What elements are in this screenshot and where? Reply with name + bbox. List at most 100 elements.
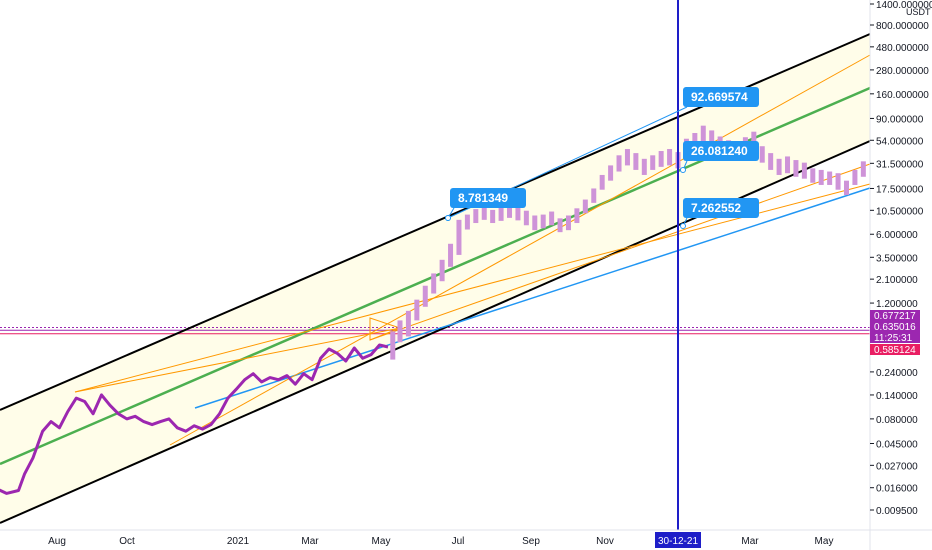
price-tag-box (870, 344, 920, 355)
price-bar (608, 165, 614, 181)
price-bar (540, 214, 546, 229)
price-tick-label: 1400.000000 (876, 0, 932, 11)
price-axis[interactable]: 1400.000000 800.000000 480.000000 280.00000… (869, 0, 932, 550)
price-bar (574, 208, 580, 224)
fan-line-top (74, 327, 401, 393)
price-bar (515, 207, 521, 221)
price-bar (768, 153, 774, 170)
price-bar (810, 168, 816, 183)
callout-anchor (680, 223, 686, 229)
fan-line-mid (369, 163, 871, 341)
time-axis[interactable]: Aug Oct 2021 Mar May Jul Sep Nov Mar May 30-12-21 (0, 529, 932, 548)
price-bar (860, 161, 866, 177)
price-tick-label: 160.000000 (876, 90, 929, 101)
price-bar (793, 160, 799, 177)
price-tick-label: 31.500000 (876, 159, 924, 170)
price-bar (507, 205, 513, 218)
price-tag-box (870, 332, 920, 343)
price-tick-label: 0.080000 (876, 415, 918, 426)
time-tick-label: May (372, 536, 391, 547)
price-bar (700, 125, 706, 144)
time-tick-label: Oct (119, 536, 135, 547)
price-bar (641, 158, 647, 175)
time-tick-label: Aug (48, 536, 66, 547)
price-bar (827, 171, 833, 185)
price-bar (658, 151, 664, 167)
price-bar (776, 158, 782, 175)
price-tick-label: 0.240000 (876, 368, 918, 379)
price-tick-label: 280.000000 (876, 66, 929, 77)
support-line (194, 187, 871, 409)
price-bar (439, 259, 445, 282)
price-tick-label: 6.000000 (876, 230, 918, 241)
price-tick-label: 0.016000 (876, 484, 918, 495)
price-tick-label: 0.140000 (876, 391, 918, 402)
time-tick-label: Nov (596, 536, 614, 547)
price-tick-label: 0.045000 (876, 439, 918, 450)
time-tick-label: Mar (301, 536, 319, 547)
price-bar (390, 331, 396, 360)
callouts-layer: 92.669574 26.081240 8.781349 7.262552 (445, 87, 759, 229)
price-bar (818, 169, 824, 185)
price-tick-label: 90.000000 (876, 114, 924, 125)
price-bar (599, 174, 605, 190)
price-bar (667, 149, 673, 166)
price-tick-label: 54.000000 (876, 136, 924, 147)
time-tick-label: Jul (452, 536, 465, 547)
price-bar (616, 155, 622, 172)
price-tick-label: 480.000000 (876, 43, 929, 54)
price-tag-value: 0.635016 (874, 322, 916, 333)
price-tag-box (870, 321, 920, 332)
price-tick-label: 3.500000 (876, 253, 918, 264)
price-line-layer (0, 343, 389, 495)
price-bar (565, 215, 571, 231)
price-bar (557, 218, 563, 233)
callout-value: 8.781349 (458, 191, 508, 205)
price-tick-label: 17.500000 (876, 184, 924, 195)
callout-anchor (445, 215, 451, 221)
callout-anchor (680, 167, 686, 173)
price-bar (532, 215, 538, 231)
price-bar (448, 243, 454, 267)
price-bar (431, 273, 437, 294)
price-tag-value: 11:25:31 (874, 333, 913, 344)
time-tick-label: Sep (522, 536, 540, 547)
callout-box (683, 198, 759, 218)
price-tag-box (870, 310, 920, 321)
time-tick-label: 2021 (227, 536, 250, 547)
price-tick-label: 0.027000 (876, 461, 918, 472)
callout-value: 92.669574 (691, 90, 748, 104)
price-bar (422, 285, 428, 307)
price-bar (852, 169, 858, 185)
price-bar (591, 188, 597, 203)
price-bar (843, 180, 849, 196)
price-bar (759, 146, 765, 163)
price-tick-label: 800.000000 (876, 21, 929, 32)
price-bar (456, 219, 462, 255)
price-unit-label: USDT (906, 7, 931, 17)
price-bar (473, 209, 479, 224)
price-bar (498, 207, 504, 221)
time-tick-label: Mar (741, 536, 759, 547)
price-line (0, 343, 389, 495)
price-bar (582, 199, 588, 214)
price-bar (633, 153, 639, 170)
crosshair-date-box (655, 532, 701, 548)
price-bar (835, 173, 841, 190)
price-bar (490, 209, 496, 224)
price-bar (405, 310, 411, 337)
price-bar (785, 156, 791, 174)
price-tag-value: 0.677217 (874, 311, 916, 322)
price-bar (549, 211, 555, 226)
triangle-pattern (369, 317, 402, 341)
price-tag-value: 0.585124 (874, 345, 916, 356)
price-bar (709, 130, 715, 148)
callout-box (450, 188, 526, 208)
crosshair-date-label: 30-12-21 (658, 536, 698, 547)
fan-line-steep (169, 54, 871, 446)
time-tick-label: May (815, 536, 834, 547)
price-bar (481, 206, 487, 220)
callout-box (683, 141, 759, 161)
price-tick-label: 0.009500 (876, 506, 918, 517)
